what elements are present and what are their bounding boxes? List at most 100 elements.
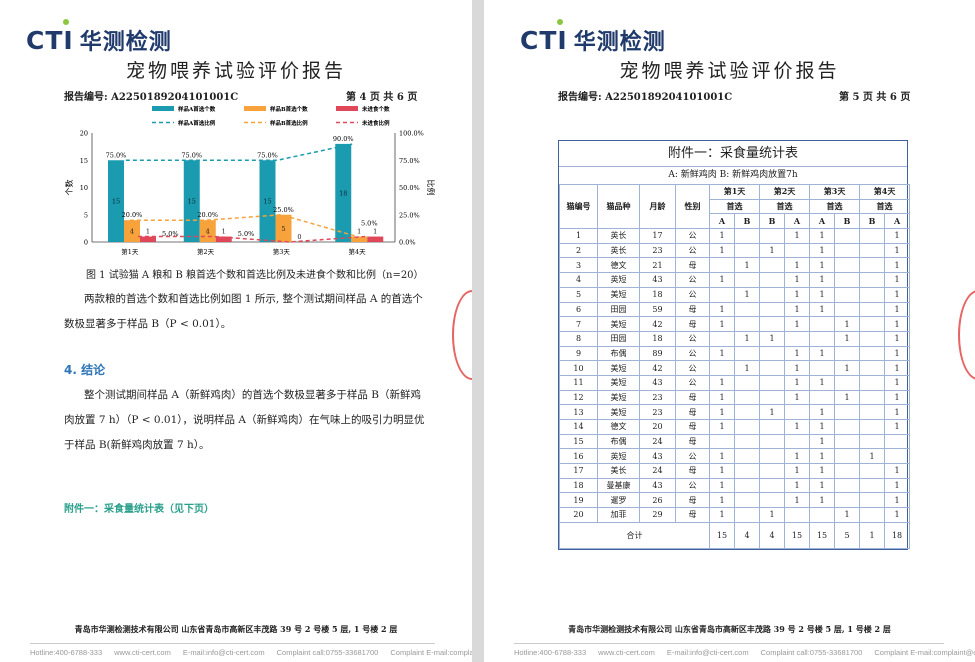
table-cell: 1 [784,477,811,494]
table-cell: 1 [709,492,735,509]
table-cell [784,433,811,450]
paragraph-results: 两款粮的首选个数和首选比例如图 1 所示, 整个测试期间样品 A 的首选个数极显… [64,293,423,330]
table-cell: 1 [709,345,735,362]
ratio-label: 5.0% [238,230,255,238]
table-cell: 公 [675,272,710,288]
bar-未进食个数 [215,236,232,242]
email-link[interactable]: E-mail:info@cti-cert.com [666,648,749,657]
table-cell [733,374,761,391]
table-cell: 1 [709,419,735,435]
table-cell: 18 [639,286,676,303]
table-cell: 18 [559,477,598,494]
table-cell [709,257,735,274]
line-样品A首选比例 [125,143,354,161]
table-cell: 母 [675,404,710,420]
y-tick-label: 20 [80,130,88,138]
sample-header: A [884,213,911,230]
table-cell: 1 [884,257,911,274]
table-cell [759,228,786,244]
table-cell: 1 [834,389,861,406]
x-tick-label: 第4天 [349,247,367,256]
complaint-email[interactable]: Complaint E-mail:complaint@cti-cert.com [874,648,975,657]
complaint-email[interactable]: Complaint E-mail:complaint@cti-cert.com [390,648,472,657]
email-link[interactable]: E-mail:info@cti-cert.com [182,648,265,657]
table-cell: 9 [559,345,598,362]
table-cell [859,419,886,435]
page-title: 宠物喂养试验评价报告 [619,60,840,82]
sample-header: A [709,213,735,230]
table-cell: 1 [809,477,836,494]
bar-value-label: 4 [206,228,210,236]
table-cell: 1 [709,463,735,479]
table-legend: A: 新鲜鸡肉 B: 新鲜鸡肉放置7h [668,170,798,180]
table-cell [784,507,811,523]
table-cell [759,316,786,332]
table-cell: 1 [784,419,811,435]
sample-header: A [784,213,811,230]
table-cell [759,463,786,479]
figure-caption: 图 1 试验猫 A 粮和 B 粮首选个数和首选比例及未进食个数和比例（n=20） [86,270,424,281]
table-cell [759,448,786,465]
bar-未进食个数 [367,236,384,242]
table-cell [809,360,836,376]
table-cell: 12 [559,389,598,406]
table-cell [859,404,886,420]
bar-样品A首选个数 [335,143,352,242]
table-row: 10 美短 42 公 1 1 1 1 [559,360,911,376]
total-cell: 15 [809,521,836,549]
table-cell [809,507,836,523]
sample-header: B [759,213,786,230]
day-header: 第3天 [809,184,861,200]
appendix-link[interactable]: 附件一：采食量统计表（见下页） [64,504,214,515]
report-page-5: CTI 华测检测 宠物喂养试验评价报告 报告编号: A22501892041010… [484,0,975,662]
table-cell: 公 [675,374,710,391]
table-cell: 1 [784,301,811,318]
ratio-label: 20.0% [197,211,218,219]
table-row: 3 德文 21 母 1 1 1 1 [559,257,911,274]
report-number: 报告编号: A2250189204101001C [64,92,239,103]
table-cell [784,404,811,420]
table-cell: 43 [639,272,676,288]
table-cell: 曼基康 [597,477,640,494]
legend-label: 未进食个数 [361,105,390,113]
table-cell: 公 [675,477,710,494]
website-link[interactable]: www.cti-cert.com [114,648,171,657]
table-cell: 公 [675,448,710,465]
table-cell [834,272,861,288]
table-cell: 24 [639,433,676,450]
table-row: 17 美长 24 母 1 1 1 1 [559,463,911,479]
table-cell: 美短 [597,286,640,303]
table-cell [759,301,786,318]
table-cell: 田园 [597,330,640,347]
table-cell: 2 [559,242,598,259]
website-link[interactable]: www.cti-cert.com [598,648,655,657]
table-cell: 母 [675,257,710,274]
table-cell: 1 [784,448,811,465]
table-cell [834,242,861,259]
table-cell: 1 [733,360,761,376]
ratio-label: 5.0% [361,220,378,228]
table-cell: 1 [784,389,811,406]
y2-tick-label: 75.0% [399,157,420,165]
table-cell: 1 [809,257,836,274]
table-cell: 美短 [597,404,640,420]
table-cell: 公 [675,228,710,244]
feed-intake-table: 附件一：采食量统计表 A: 新鲜鸡肉 B: 新鲜鸡肉放置7h 猫编号 猫品种 月龄性… [558,140,911,550]
column-header: 猫品种 [597,183,640,230]
bar-样品B首选个数 [351,236,368,242]
column-header: 月龄 [639,183,676,230]
table-cell: 1 [884,477,911,494]
total-cell: 4 [733,521,761,549]
table-cell: 17 [559,463,598,479]
table-row: 14 德文 20 母 1 1 1 1 [559,419,911,435]
table-cell: 1 [884,272,911,288]
table-row: 8 田园 18 公 1 1 1 1 [559,330,911,347]
legend-label: 样品B首选比例 [270,119,308,127]
table-cell: 1 [709,228,735,244]
bar-value-label: 18 [339,189,347,197]
table-cell: 1 [759,242,786,259]
footer-divider [514,643,944,644]
complaint-call: Complaint call:0755-33681700 [276,648,379,657]
table-cell: 布偶 [597,345,640,362]
table-cell: 1 [884,301,911,318]
